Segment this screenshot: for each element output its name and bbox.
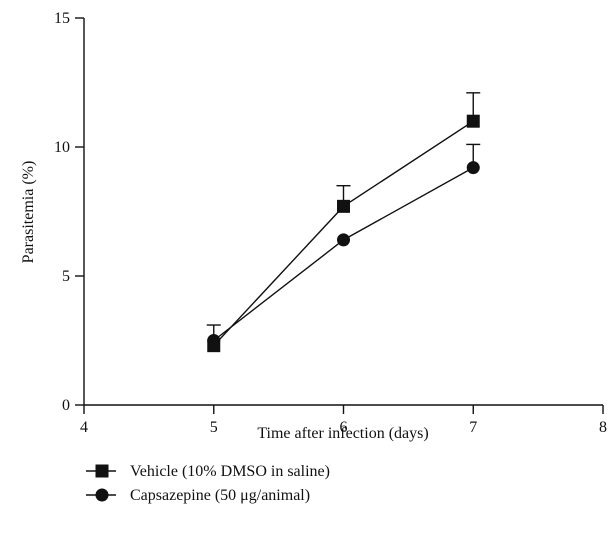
series-layer	[206, 92, 481, 353]
legend-circle-marker	[95, 488, 109, 502]
x-tick-label: 7	[469, 419, 477, 436]
x-tick-label: 6	[340, 419, 348, 436]
legend: Vehicle (10% DMSO in saline) Capsazepine …	[86, 463, 330, 504]
circle-marker	[466, 161, 480, 175]
x-tick-label: 8	[599, 419, 607, 436]
circle-marker	[207, 334, 221, 347]
series-2	[207, 143, 481, 347]
x-tick-label: 5	[210, 419, 218, 436]
legend-entry: Vehicle (10% DMSO in saline)	[86, 463, 330, 480]
y-tick-label: 10	[54, 139, 70, 156]
square-marker	[337, 199, 350, 213]
legend-label: Vehicle (10% DMSO in saline)	[130, 463, 330, 480]
square-marker	[466, 114, 480, 128]
x-axis-title: Time after infection (days)	[257, 425, 428, 442]
y-axis-title: Parasitemia (%)	[20, 161, 37, 264]
legend-label: Capsazepine (50 μg/animal)	[130, 487, 310, 504]
y-tick-label: 5	[62, 268, 70, 285]
legend-entry: Capsazepine (50 μg/animal)	[86, 487, 310, 504]
circle-marker	[337, 233, 350, 247]
x-ticks: 4 5 6 7 8	[80, 405, 607, 436]
y-ticks: 0 5 10 15	[54, 10, 84, 414]
y-tick-label: 15	[54, 10, 70, 27]
y-tick-label: 0	[62, 397, 70, 414]
legend-square-marker	[95, 464, 109, 478]
x-tick-label: 4	[80, 419, 88, 436]
